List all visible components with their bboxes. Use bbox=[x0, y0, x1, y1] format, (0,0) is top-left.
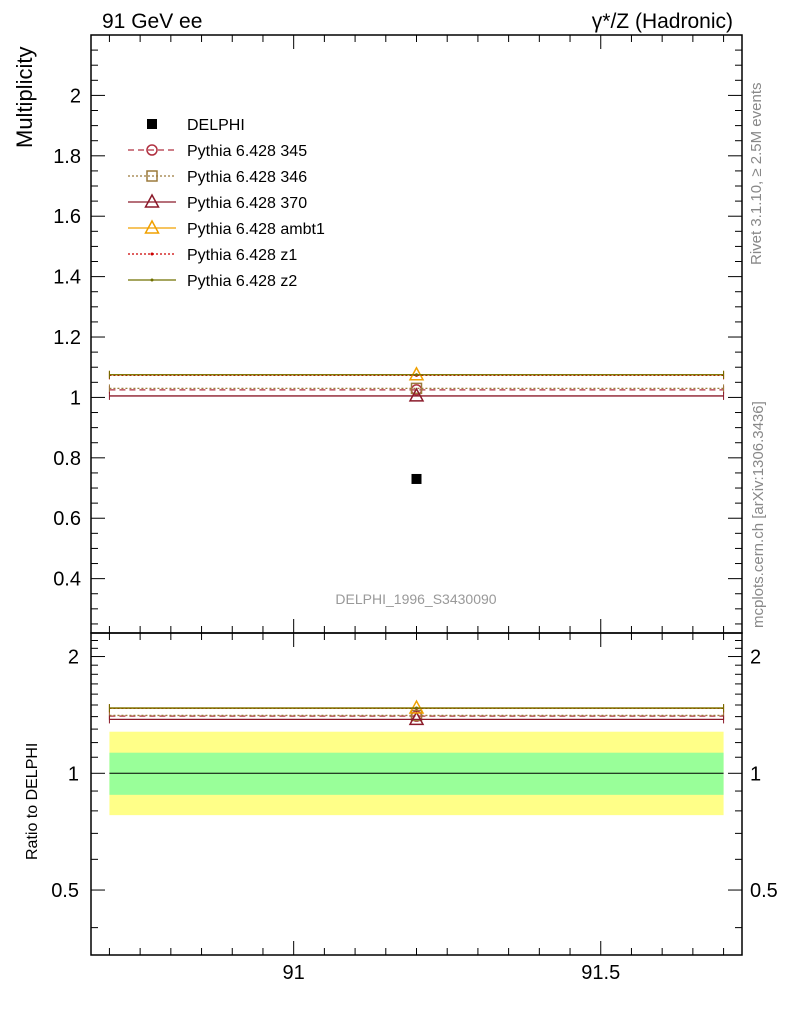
ratio-marker-ambt1 bbox=[408, 699, 425, 714]
legend-label-ambt1: Pythia 6.428 ambt1 bbox=[187, 221, 325, 238]
main-ytick-label: 1.6 bbox=[53, 206, 81, 228]
series-marker-p346 bbox=[410, 382, 423, 395]
legend-label-z1: Pythia 6.428 z1 bbox=[187, 247, 297, 264]
rivet-label: Rivet 3.1.10, ≥ 2.5M events bbox=[748, 83, 765, 266]
header-right: γ*/Z (Hadronic) bbox=[592, 10, 733, 33]
main-ytick-label: 0.6 bbox=[53, 508, 81, 530]
legend-label-z2: Pythia 6.428 z2 bbox=[187, 273, 297, 290]
analysis-watermark: DELPHI_1996_S3430090 bbox=[335, 591, 496, 607]
legend-marker-z2 bbox=[150, 278, 154, 282]
ratio-marker-z2 bbox=[415, 706, 418, 710]
main-ytick-label: 1.8 bbox=[53, 146, 81, 168]
legend-marker-z1 bbox=[150, 252, 154, 256]
ratio-ytick-label: 0.5 bbox=[51, 880, 79, 902]
legend-marker-p370 bbox=[144, 193, 160, 208]
main-ytick-label: 1.2 bbox=[53, 327, 81, 349]
legend-label-p345: Pythia 6.428 345 bbox=[187, 143, 307, 160]
ratio-ytick-label: 2 bbox=[68, 647, 79, 669]
ratio-marker-p370 bbox=[408, 710, 425, 726]
ratio-ytick-label-right: 2 bbox=[750, 647, 761, 669]
ratio-xtick-label: 91.5 bbox=[581, 962, 620, 984]
legend-label-p346: Pythia 6.428 346 bbox=[187, 169, 307, 186]
legend-marker-ambt1 bbox=[144, 219, 160, 234]
legend-label-delphi: DELPHI bbox=[187, 117, 245, 134]
header-left: 91 GeV ee bbox=[102, 10, 202, 33]
series-marker-ambt1 bbox=[408, 366, 425, 381]
main-ylabel: Multiplicity bbox=[12, 47, 37, 148]
ratio-ytick-label-right: 1 bbox=[750, 763, 761, 785]
legend-marker-p346 bbox=[146, 170, 158, 182]
data-point-delphi bbox=[411, 473, 422, 484]
main-ytick-label: 1 bbox=[70, 387, 81, 409]
ratio-ylabel: Ratio to DELPHI bbox=[24, 743, 41, 860]
main-ytick-label: 1.4 bbox=[53, 267, 81, 289]
mcplots-label: mcplots.cern.ch [arXiv:1306.3436] bbox=[750, 401, 767, 628]
legend: DELPHI Pythia 6.428 345 Pythia 6.428 346 Py… bbox=[128, 117, 325, 290]
ratio-ytick-label-right: 0.5 bbox=[750, 880, 778, 902]
main-ytick-label: 2 bbox=[70, 85, 81, 107]
series-marker-p370 bbox=[408, 387, 425, 402]
ratio-xtick-label: 91 bbox=[283, 962, 305, 984]
legend-marker-p345 bbox=[146, 144, 158, 156]
legend-label-p370: Pythia 6.428 370 bbox=[187, 195, 307, 212]
legend-marker-delphi bbox=[147, 119, 157, 129]
main-ytick-label: 0.4 bbox=[53, 569, 81, 591]
main-ytick-label: 0.8 bbox=[53, 448, 81, 470]
ratio-marker-p346 bbox=[410, 709, 423, 722]
ratio-ytick-label: 1 bbox=[68, 763, 79, 785]
series-marker-z2 bbox=[415, 373, 418, 377]
